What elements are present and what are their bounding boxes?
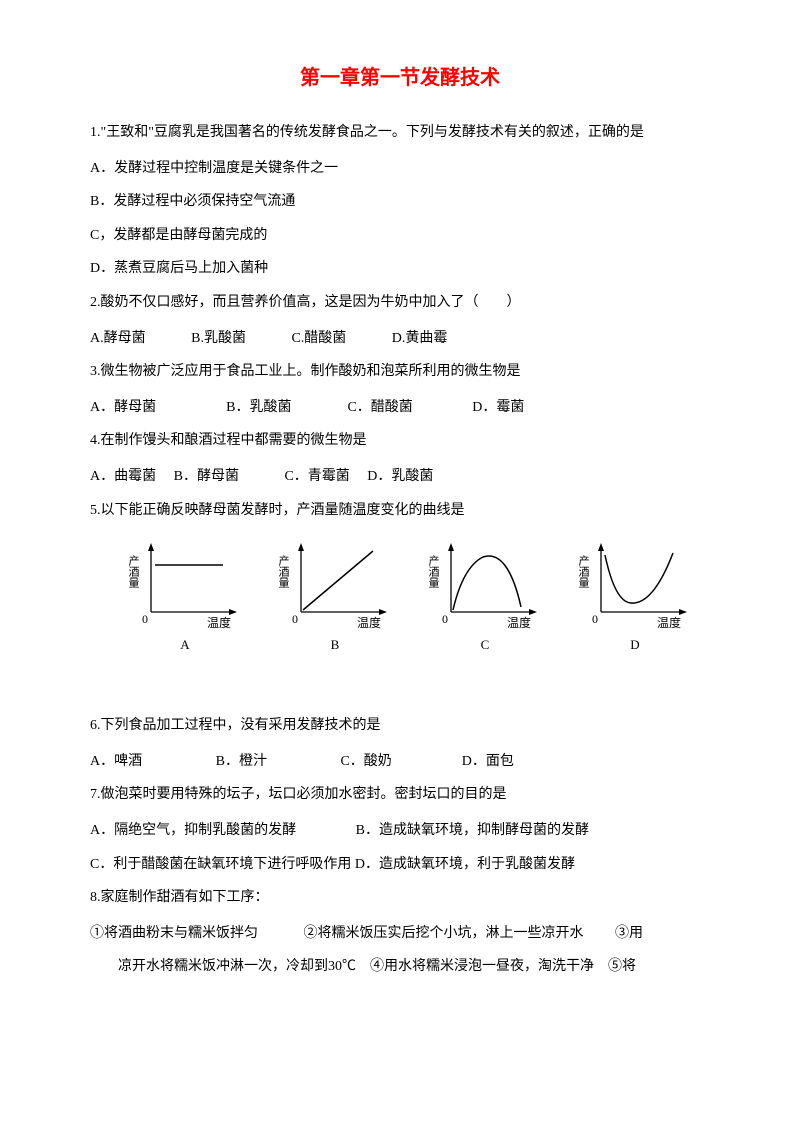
q4-opts: A．曲霉菌 B．酵母菌 C．青霉菌 D．乳酸菌 [90,460,710,494]
chart-b-origin: 0 [292,612,298,626]
q6-text: 6.下列食品加工过程中，没有采用发酵技术的是 [90,709,710,743]
q3-text: 3.微生物被广泛应用于食品工业上。制作酸奶和泡菜所利用的微生物是 [90,355,710,389]
q5-text: 5.以下能正确反映酵母菌发酵时，产酒量随温度变化的曲线是 [90,494,710,528]
q1-optB: B．发酵过程中必须保持空气流通 [90,185,710,219]
chart-c-svg: 产酒量 0 温度 [423,537,548,632]
chart-b-ylabel: 产酒量 [277,554,290,588]
q8-line1: ①将酒曲粉末与糯米饭拌匀 ②将糯米饭压实后挖个小坑，淋上一些凉开水 ③用 [90,917,710,951]
chart-a-label: A [180,638,189,651]
q8-text: 8.家庭制作甜酒有如下工序： [90,881,710,915]
q3-opts: A．酵母菌 B．乳酸菌 C．醋酸菌 D．霉菌 [90,391,710,425]
chart-a-xlabel: 温度 [207,615,231,630]
q6-opts: A．啤酒 B．橙汁 C．酸奶 D．面包 [90,745,710,779]
chart-c: 产酒量 0 温度 C [423,537,548,651]
chart-d-svg: 产酒量 0 温度 [573,537,698,632]
chart-c-origin: 0 [442,612,448,626]
chart-c-label: C [481,638,490,651]
chart-b-svg: 产酒量 0 温度 [273,537,398,632]
chart-d-xlabel: 温度 [657,615,681,630]
q1-optC: C，发酵都是由酵母菌完成的 [90,219,710,253]
q1-text: 1."王致和"豆腐乳是我国著名的传统发酵食品之一。下列与发酵技术有关的叙述，正确… [90,116,710,150]
chart-d-ylabel: 产酒量 [577,554,590,588]
q7-text: 7.做泡菜时要用特殊的坛子，坛口必须加水密封。密封坛口的目的是 [90,778,710,812]
chart-d: 产酒量 0 温度 D [573,537,698,651]
q1-optD: D．蒸煮豆腐后马上加入菌种 [90,252,710,286]
chart-b-label: B [331,638,340,651]
chart-b: 产酒量 0 温度 B [273,537,398,651]
q2-text: 2.酸奶不仅口感好，而且营养价值高，这是因为牛奶中加入了（ ） [90,286,710,320]
chart-d-label: D [630,638,639,651]
chart-d-origin: 0 [592,612,598,626]
q1-optA: A．发酵过程中控制温度是关键条件之一 [90,152,710,186]
page-title: 第一章第一节发酵技术 [90,68,710,88]
chart-a-origin: 0 [142,612,148,626]
chart-c-xlabel: 温度 [507,615,531,630]
chart-a-ylabel: 产酒量 [127,554,140,588]
q4-text: 4.在制作馒头和酿酒过程中都需要的微生物是 [90,424,710,458]
chart-b-xlabel: 温度 [357,615,381,630]
chart-a: 产酒量 0 温度 A [123,537,248,651]
charts-container: 产酒量 0 温度 A 产酒量 0 温度 B 产酒量 [110,537,710,651]
q2-opts: A.酵母菌 B.乳酸菌 C.醋酸菌 D.黄曲霉 [90,322,710,356]
q7-line2: C．利于醋酸菌在缺氧环境下进行呼吸作用 D．造成缺氧环境，利于乳酸菌发酵 [90,848,710,882]
q8-line2: 凉开水将糯米饭冲淋一次，冷却到30℃ ④用水将糯米浸泡一昼夜，淘洗干净 ⑤将 [90,950,710,984]
q7-line1: A．隔绝空气，抑制乳酸菌的发酵 B．造成缺氧环境，抑制酵母菌的发酵 [90,814,710,848]
chart-a-svg: 产酒量 0 温度 [123,537,248,632]
chart-c-ylabel: 产酒量 [427,554,440,588]
